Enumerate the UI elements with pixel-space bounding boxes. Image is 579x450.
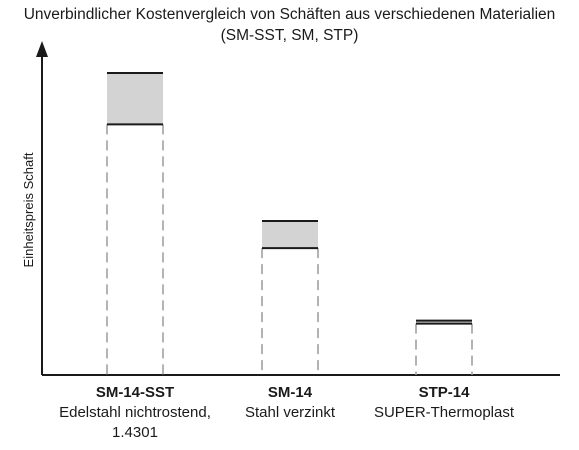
chart-title-block: Unverbindlicher Kostenvergleich von Schä… — [0, 4, 579, 46]
category-description: 1.4301 — [112, 424, 158, 441]
category-description: Edelstahl nichtrostend, — [59, 404, 211, 421]
range-band — [416, 320, 472, 324]
chart-title: Unverbindlicher Kostenvergleich von Schä… — [23, 6, 556, 23]
category-description: SUPER-Thermoplast — [374, 404, 515, 421]
category-name: STP-14 — [419, 384, 471, 401]
y-axis-arrow — [36, 41, 48, 57]
category-name: SM-14-SST — [96, 384, 174, 401]
category-description: Stahl verzinkt — [245, 404, 336, 421]
chart-subtitle: (SM-SST, SM, STP) — [220, 27, 359, 44]
range-band — [107, 73, 163, 125]
y-axis-label: Einheitspreis Schaft — [21, 152, 36, 267]
range-band — [262, 220, 318, 249]
category-name: SM-14 — [268, 384, 313, 401]
